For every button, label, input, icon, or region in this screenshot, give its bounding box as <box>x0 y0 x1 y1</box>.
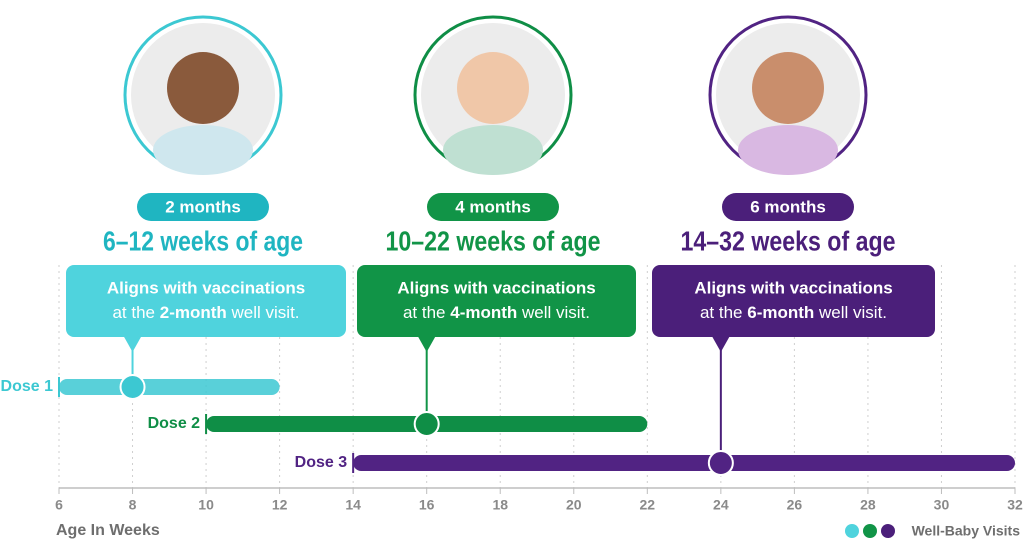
dose-label: Dose 3 <box>295 454 348 471</box>
photo-face <box>752 52 824 124</box>
legend-label: Well-Baby Visits <box>912 523 1021 539</box>
x-tick-label: 28 <box>860 497 876 513</box>
month-pill <box>722 193 854 221</box>
callout-line-1: Aligns with vaccinations <box>397 278 595 297</box>
age-label: 6–12 weeks of age <box>103 225 303 256</box>
photo <box>708 15 868 175</box>
x-tick-label: 26 <box>787 497 803 513</box>
age-label: 10–22 weeks of age <box>386 225 601 256</box>
callout-line-2: at the 4-month well visit. <box>403 303 590 322</box>
callout-part: 4-month <box>450 303 517 322</box>
x-tick-label: 12 <box>272 497 288 513</box>
month-label: 4 months <box>455 197 531 216</box>
callout-part: 6-month <box>747 303 814 322</box>
month-pill <box>427 193 559 221</box>
visit-dot <box>119 374 146 400</box>
callout-part: at the <box>403 303 446 322</box>
x-tick-label: 24 <box>713 497 729 513</box>
dose-bar <box>59 379 280 395</box>
x-tick-label: 30 <box>934 497 950 513</box>
x-tick-label: 14 <box>345 497 361 513</box>
month-pill <box>137 193 269 221</box>
visit-dot <box>413 411 440 437</box>
photo-face <box>457 52 529 124</box>
callout-pointer <box>711 336 730 352</box>
x-tick-label: 8 <box>129 497 137 513</box>
callout-line-2: at the 6-month well visit. <box>700 303 887 322</box>
callout-part: 2-month <box>160 303 227 322</box>
callout-box <box>652 265 935 337</box>
x-tick-label: 22 <box>640 497 656 513</box>
age-label: 14–32 weeks of age <box>681 225 896 256</box>
month-label: 2 months <box>165 197 241 216</box>
photo <box>413 15 573 175</box>
photo <box>123 15 283 175</box>
callout-part: well visit. <box>231 303 300 322</box>
callout-box <box>66 265 346 337</box>
photo-face <box>167 52 239 124</box>
callout-line-2: at the 2-month well visit. <box>112 303 299 322</box>
x-tick-label: 6 <box>55 497 63 513</box>
x-tick-label: 10 <box>198 497 214 513</box>
dose-label: Dose 2 <box>148 415 201 432</box>
dose-label: Dose 1 <box>1 378 54 395</box>
x-tick-label: 32 <box>1007 497 1023 513</box>
x-tick-label: 16 <box>419 497 435 513</box>
photo-body <box>443 125 543 175</box>
callout-line-1: Aligns with vaccinations <box>694 278 892 297</box>
callout-line-1: Aligns with vaccinations <box>107 278 305 297</box>
month-label: 6 months <box>750 197 826 216</box>
x-axis-title: Age In Weeks <box>56 522 160 539</box>
photo-body <box>153 125 253 175</box>
callout-part: at the <box>112 303 155 322</box>
x-tick-label: 20 <box>566 497 582 513</box>
dose-bar <box>353 455 1016 471</box>
callout-pointer <box>123 336 142 352</box>
legend-dot <box>881 524 895 538</box>
callout-pointer <box>417 336 436 352</box>
callout-part: well visit. <box>521 303 590 322</box>
visit-dot <box>707 450 734 476</box>
callout-part: at the <box>700 303 743 322</box>
photo-body <box>738 125 838 175</box>
callout-box <box>357 265 636 337</box>
legend-dot <box>863 524 877 538</box>
legend-dot <box>845 524 859 538</box>
x-tick-label: 18 <box>492 497 508 513</box>
callout-part: well visit. <box>818 303 887 322</box>
